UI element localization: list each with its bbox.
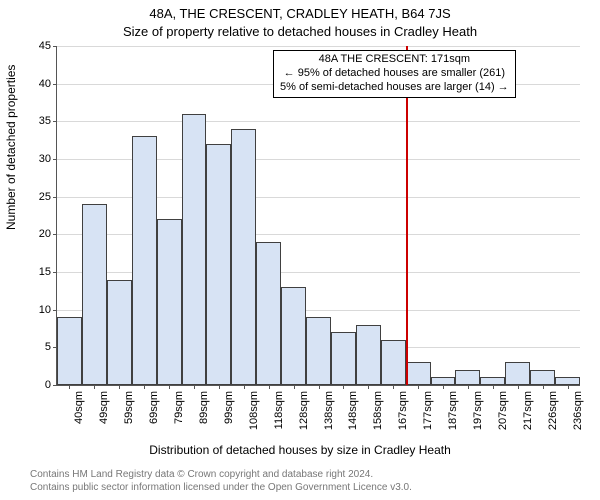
plot-area: 05101520253035404540sqm49sqm59sqm69sqm79…: [56, 46, 580, 386]
xtick-mark: [119, 385, 120, 389]
xtick-label: 40sqm: [73, 391, 85, 424]
histogram-bar: [157, 219, 182, 385]
annotation-line-2: ← 95% of detached houses are smaller (26…: [280, 67, 509, 81]
xtick-mark: [393, 385, 394, 389]
ytick-mark: [53, 84, 57, 85]
xtick-label: 79sqm: [173, 391, 185, 424]
histogram-bar: [107, 280, 132, 385]
ytick-mark: [53, 234, 57, 235]
xtick-label: 187sqm: [447, 391, 459, 430]
xtick-mark: [493, 385, 494, 389]
annotation-box: 48A THE CRESCENT: 171sqm ← 95% of detach…: [273, 50, 516, 98]
xtick-label: 99sqm: [223, 391, 235, 424]
xtick-label: 108sqm: [248, 391, 260, 430]
histogram-bar: [356, 325, 381, 385]
xtick-label: 177sqm: [422, 391, 434, 430]
histogram-bar: [206, 144, 231, 385]
gridline: [57, 46, 580, 47]
xtick-label: 138sqm: [323, 391, 335, 430]
xtick-mark: [518, 385, 519, 389]
ytick-mark: [53, 46, 57, 47]
ytick-mark: [53, 121, 57, 122]
histogram-bar: [530, 370, 555, 385]
chart-subtitle: Size of property relative to detached ho…: [0, 24, 600, 39]
xtick-mark: [468, 385, 469, 389]
histogram-bar: [381, 340, 406, 385]
annotation-line-3: 5% of semi-detached houses are larger (1…: [280, 81, 509, 95]
ytick-label: 40: [39, 78, 51, 90]
xtick-mark: [368, 385, 369, 389]
gridline: [57, 121, 580, 122]
xtick-label: 128sqm: [298, 391, 310, 430]
histogram-bar: [505, 362, 530, 385]
ytick-label: 5: [45, 341, 51, 353]
histogram-bar: [132, 136, 157, 385]
ytick-label: 0: [45, 379, 51, 391]
histogram-bar: [256, 242, 281, 385]
ytick-label: 35: [39, 115, 51, 127]
ytick-label: 10: [39, 304, 51, 316]
xtick-label: 236sqm: [572, 391, 584, 430]
ytick-label: 25: [39, 191, 51, 203]
histogram-bar: [331, 332, 356, 385]
ytick-label: 15: [39, 266, 51, 278]
ytick-mark: [53, 197, 57, 198]
xtick-mark: [319, 385, 320, 389]
histogram-bar: [57, 317, 82, 385]
histogram-bar: [406, 362, 431, 385]
xtick-mark: [543, 385, 544, 389]
footer-line-2: Contains public sector information licen…: [30, 482, 412, 495]
x-axis-label: Distribution of detached houses by size …: [0, 443, 600, 457]
xtick-label: 197sqm: [472, 391, 484, 430]
ytick-label: 30: [39, 153, 51, 165]
histogram-bar: [182, 114, 207, 385]
histogram-bar: [231, 129, 256, 385]
histogram-bar: [480, 377, 505, 385]
xtick-mark: [244, 385, 245, 389]
xtick-label: 59sqm: [123, 391, 135, 424]
xtick-mark: [144, 385, 145, 389]
xtick-label: 226sqm: [547, 391, 559, 430]
ytick-label: 20: [39, 228, 51, 240]
ytick-mark: [53, 159, 57, 160]
footer-attribution: Contains HM Land Registry data © Crown c…: [30, 469, 412, 494]
xtick-label: 89sqm: [198, 391, 210, 424]
histogram-bar: [281, 287, 306, 385]
ytick-label: 45: [39, 40, 51, 52]
xtick-label: 148sqm: [347, 391, 359, 430]
xtick-label: 207sqm: [497, 391, 509, 430]
y-axis-label: Number of detached properties: [4, 65, 18, 230]
xtick-mark: [443, 385, 444, 389]
xtick-mark: [418, 385, 419, 389]
xtick-label: 49sqm: [98, 391, 110, 424]
histogram-bar: [431, 377, 456, 385]
xtick-mark: [94, 385, 95, 389]
annotation-line-1: 48A THE CRESCENT: 171sqm: [280, 53, 509, 67]
ytick-mark: [53, 272, 57, 273]
xtick-mark: [269, 385, 270, 389]
xtick-mark: [219, 385, 220, 389]
histogram-bar: [555, 377, 580, 385]
xtick-mark: [294, 385, 295, 389]
histogram-bar: [82, 204, 107, 385]
ytick-mark: [53, 385, 57, 386]
xtick-label: 167sqm: [397, 391, 409, 430]
xtick-mark: [568, 385, 569, 389]
xtick-label: 217sqm: [522, 391, 534, 430]
xtick-mark: [343, 385, 344, 389]
xtick-mark: [194, 385, 195, 389]
xtick-mark: [169, 385, 170, 389]
chart-container: 48A, THE CRESCENT, CRADLEY HEATH, B64 7J…: [0, 0, 600, 500]
chart-title: 48A, THE CRESCENT, CRADLEY HEATH, B64 7J…: [0, 6, 600, 21]
xtick-label: 158sqm: [372, 391, 384, 430]
xtick-label: 118sqm: [273, 391, 285, 429]
histogram-bar: [455, 370, 480, 385]
histogram-bar: [306, 317, 331, 385]
footer-line-1: Contains HM Land Registry data © Crown c…: [30, 469, 412, 482]
xtick-mark: [69, 385, 70, 389]
ytick-mark: [53, 310, 57, 311]
xtick-label: 69sqm: [148, 391, 160, 424]
